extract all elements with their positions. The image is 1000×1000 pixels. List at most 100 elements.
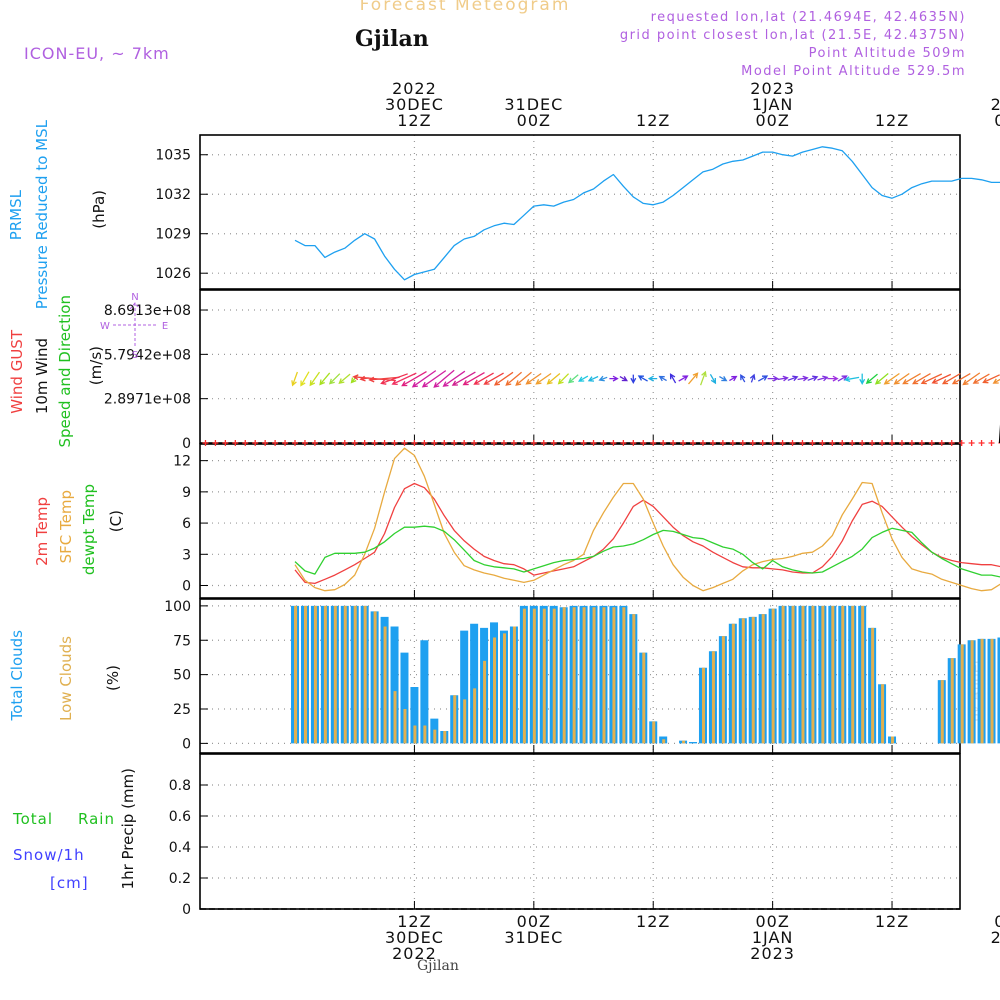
y-tick-label: 0 (182, 436, 191, 452)
total-cloud-bar (400, 652, 409, 744)
compass-west: W (100, 321, 110, 332)
wind-arrow (827, 375, 839, 382)
gust-marker (680, 440, 687, 446)
wind-arrow (865, 373, 878, 384)
wind-arrow (368, 376, 400, 383)
time-label-line: 12Z (397, 912, 432, 931)
low-cloud-bar (383, 626, 387, 744)
gust-marker (580, 440, 587, 446)
wind-arrow (637, 375, 648, 382)
time-label-line: 31DEC (504, 928, 564, 947)
wind-arrow (719, 376, 728, 382)
wind-arrow (391, 372, 417, 386)
gust-marker (749, 440, 756, 446)
wind-arrow (473, 372, 494, 385)
gust-marker (530, 440, 537, 446)
low-cloud-bar (662, 739, 666, 744)
gust-marker (431, 440, 438, 446)
gust-marker (819, 440, 826, 446)
low-cloud-bar (761, 614, 765, 744)
y-tick-label: 0.6 (169, 809, 191, 825)
low-cloud-bar (851, 605, 855, 744)
gust-marker (610, 440, 617, 446)
time-label-line: 00Z (961, 113, 1000, 129)
panel-frame (199, 134, 961, 290)
y-tick-label: 1032 (155, 187, 191, 203)
low-cloud-bar (990, 638, 994, 744)
wind-arrow (912, 373, 931, 385)
gust-marker (779, 440, 786, 446)
y-tick-label: 5.7942e+08 (104, 347, 191, 363)
low-cloud-bar (542, 608, 546, 744)
gust-marker (938, 440, 945, 446)
low-cloud-bar (811, 605, 815, 744)
wind-arrow (669, 373, 677, 384)
gust-marker (550, 440, 557, 446)
wind-arrow (557, 373, 570, 385)
y-tick-label: 6 (182, 516, 191, 532)
gust-marker (908, 440, 915, 446)
gust-marker (351, 440, 358, 446)
time-label: 31DEC 00Z (484, 97, 584, 129)
gust-marker (690, 440, 697, 446)
gust-marker (510, 440, 517, 446)
time-label-line: 30DEC (384, 95, 444, 114)
total-label: Total (13, 810, 54, 828)
low-cloud-bar (821, 605, 825, 744)
wind-arrow (982, 374, 1000, 384)
requested-coords: requested lon,lat (21.4694E, 42.4635N) (650, 10, 966, 25)
y-tick-label: 1026 (155, 266, 191, 282)
gust-marker (839, 440, 846, 446)
low-cloud-bar (323, 605, 327, 744)
snow-unit-label: [cm] (50, 874, 89, 892)
time-label: 00Z 1JAN 2023 (723, 914, 823, 962)
time-label-line: 30DEC (384, 928, 444, 947)
gust-marker (520, 440, 527, 446)
wind-arrow (309, 371, 321, 387)
compass-east: E (162, 321, 168, 332)
time-label-line: 2022 (392, 944, 437, 963)
gust-marker (331, 440, 338, 446)
wind-arrow (493, 371, 514, 386)
wind-arrow (609, 375, 619, 382)
gust-marker (650, 440, 657, 446)
time-label: 2022 30DEC 12Z (364, 81, 464, 129)
wind-arrow (817, 375, 829, 382)
chart-title: Forecast Meteogram (359, 0, 571, 15)
temp-line-0 (294, 482, 1000, 585)
wind-arrow (699, 370, 707, 386)
wind-arrow (787, 375, 799, 382)
total-cloud-bar (689, 742, 698, 744)
gust-marker (301, 440, 308, 446)
gust-marker (869, 440, 876, 446)
low-cloud-bar (721, 636, 725, 744)
low-cloud-bar (473, 688, 477, 744)
low-cloud-bar (602, 607, 606, 744)
time-label-line: 2022 (392, 79, 437, 98)
wind-arrow (749, 373, 756, 383)
gust-marker (998, 442, 1000, 444)
wind-arrow (619, 376, 628, 382)
gust-marker (759, 440, 766, 446)
low-cloud-bar (980, 638, 984, 744)
gust-marker (898, 440, 905, 446)
low-cloud-bar (781, 605, 785, 744)
wind-arrow (941, 373, 961, 385)
low-cloud-bar (313, 605, 317, 744)
wind-arrow (442, 370, 466, 387)
low-cloud-bar (562, 607, 566, 744)
model-name: ICON-EU, ~ 7km (24, 44, 170, 63)
gust-marker (292, 440, 299, 446)
wind-arrow (291, 371, 299, 387)
low-cloud-bar (642, 652, 646, 744)
gust-marker (441, 440, 448, 446)
low-cloud-bar (682, 740, 686, 744)
gust-marker (560, 440, 567, 446)
time-label: 00Z 31DEC (484, 914, 584, 946)
low-cloud-bar (294, 605, 298, 744)
time-label-line: 2023 (750, 79, 795, 98)
low-cloud-bar (582, 607, 586, 744)
time-label: 12Z (603, 914, 703, 930)
low-cloud-bar (791, 605, 795, 744)
low-cloud-bar (622, 607, 626, 744)
